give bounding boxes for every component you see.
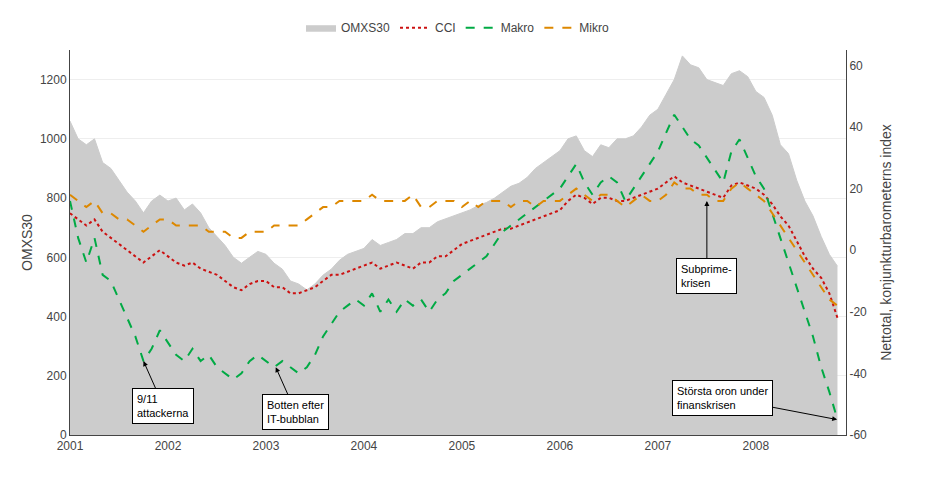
svg-text:1000: 1000 (40, 132, 67, 146)
svg-text:OMXS30: OMXS30 (19, 214, 35, 271)
svg-text:0: 0 (60, 428, 67, 442)
svg-text:-60: -60 (849, 428, 867, 442)
svg-text:Största oron underfinanskrisen: Största oron underfinanskrisen (677, 385, 768, 411)
svg-text:Subprime-krisen: Subprime-krisen (681, 263, 732, 289)
svg-text:0: 0 (849, 243, 856, 257)
svg-text:-40: -40 (849, 367, 867, 381)
svg-text:200: 200 (47, 369, 67, 383)
svg-text:40: 40 (849, 120, 863, 134)
svg-text:800: 800 (47, 191, 67, 205)
svg-text:Makro: Makro (501, 21, 535, 35)
svg-text:2007: 2007 (645, 439, 672, 453)
svg-text:2001: 2001 (57, 439, 84, 453)
svg-text:2006: 2006 (547, 439, 574, 453)
svg-text:20: 20 (849, 182, 863, 196)
svg-text:400: 400 (47, 310, 67, 324)
svg-text:2003: 2003 (253, 439, 280, 453)
svg-text:OMXS30: OMXS30 (341, 21, 390, 35)
svg-text:2002: 2002 (155, 439, 182, 453)
svg-text:2008: 2008 (743, 439, 770, 453)
svg-text:Botten efterIT-bubblan: Botten efterIT-bubblan (267, 399, 324, 425)
svg-text:2004: 2004 (351, 439, 378, 453)
svg-text:2005: 2005 (449, 439, 476, 453)
svg-text:9/11attackerna: 9/11attackerna (137, 393, 189, 419)
svg-text:60: 60 (849, 59, 863, 73)
svg-text:-20: -20 (849, 305, 867, 319)
svg-text:1200: 1200 (40, 73, 67, 87)
svg-text:600: 600 (47, 251, 67, 265)
svg-text:CCI: CCI (435, 21, 456, 35)
svg-text:Mikro: Mikro (579, 21, 609, 35)
svg-text:Nettotal, konjunkturbarometern: Nettotal, konjunkturbarometerns index (878, 124, 894, 361)
